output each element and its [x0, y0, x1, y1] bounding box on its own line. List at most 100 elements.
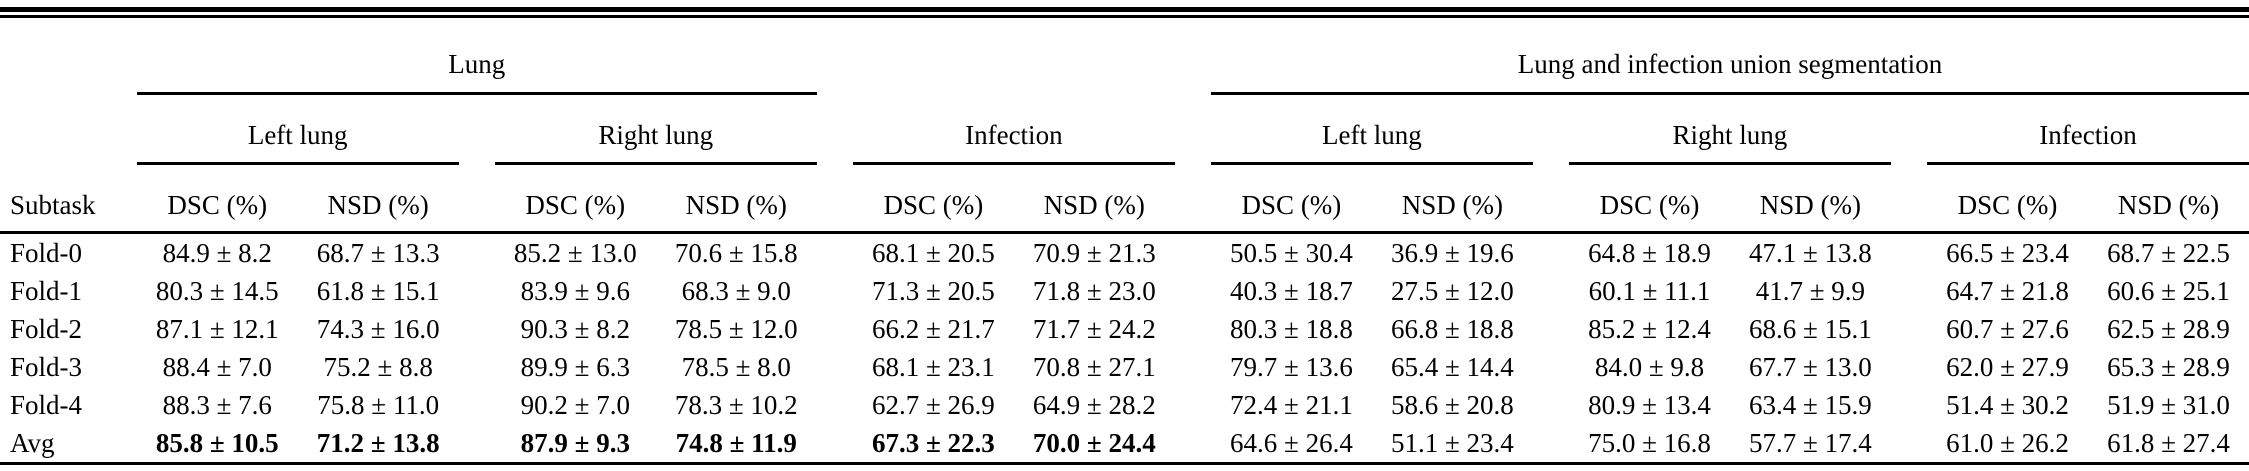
metric-value-cell: 67.3 ± 22.3: [871, 427, 995, 458]
subgroup-right-lung-2: Right lung: [1569, 93, 1891, 165]
cell-gap: [1533, 386, 1569, 424]
metric-value-cell: 62.5 ± 28.9: [2107, 313, 2230, 344]
metric-value-cell: 66.8 ± 18.8: [1390, 313, 1514, 344]
metric-header-nsd-6: NSD (%): [2087, 163, 2249, 234]
cell-gap: [1175, 348, 1211, 386]
cell-gap: [1533, 348, 1569, 386]
cell-gap: [123, 348, 137, 386]
group-header-row: Lung Lung and infection union segmentati…: [0, 18, 2249, 95]
table-row: Fold-3 88.4 ± 7.0 75.2 ± 8.8 89.9 ± 6.3 78.5…: [0, 348, 2249, 386]
metric-value-cell: 75.0 ± 16.8: [1588, 427, 1711, 458]
metric-value-cell: 70.0 ± 24.4: [1032, 427, 1156, 458]
metric-value-cell: 51.9 ± 31.0: [2107, 389, 2230, 420]
group-gap: [1175, 18, 1211, 94]
metric-gap: [122, 163, 137, 234]
subgroup-gap: [1533, 94, 1569, 164]
results-table: Lung Lung and infection union segmentati…: [0, 18, 2249, 462]
metric-value-cell: 87.1 ± 12.1: [155, 313, 279, 344]
metric-value-cell: 63.4 ± 15.9: [1748, 389, 1872, 420]
metric-header-row: Subtask DSC (%) NSD (%) DSC (%) NSD (%) …: [0, 163, 2249, 234]
cell-gap: [123, 233, 137, 273]
metric-value-cell: 75.8 ± 11.0: [317, 389, 440, 420]
cell-gap: [1891, 233, 1927, 273]
row-label: Avg: [10, 427, 55, 458]
metric-gap: [816, 163, 853, 234]
metric-value-cell: 50.5 ± 30.4: [1230, 237, 1353, 268]
metric-header-dsc-1: DSC (%): [136, 163, 298, 234]
metric-header-dsc-2: DSC (%): [494, 163, 656, 234]
cell-gap: [123, 310, 137, 348]
metric-value-cell: 89.9 ± 6.3: [520, 351, 630, 382]
cell-gap: [1533, 272, 1569, 310]
metric-value-cell: 40.3 ± 18.7: [1230, 275, 1353, 306]
metric-value-cell: 58.6 ± 20.8: [1390, 389, 1514, 420]
group-header-union-segmentation: Lung and infection union segmentation: [1210, 18, 2249, 95]
metric-value-cell: 68.7 ± 22.5: [2107, 237, 2230, 268]
metric-value-cell: 68.7 ± 13.3: [316, 237, 440, 268]
cell-gap: [817, 424, 853, 462]
metric-value-cell: 68.6 ± 15.1: [1748, 313, 1872, 344]
cell-gap: [817, 348, 853, 386]
subgroup-left-lung-2: Left lung: [1210, 93, 1533, 165]
metric-value-cell: 51.1 ± 23.4: [1390, 427, 1514, 458]
metric-value-cell: 79.7 ± 13.6: [1230, 351, 1353, 382]
metric-value-cell: 41.7 ± 9.9: [1755, 275, 1866, 306]
metric-value-cell: 70.8 ± 27.1: [1032, 351, 1156, 382]
subgroup-infection-1: Infection: [852, 93, 1175, 165]
row-label: Fold-1: [10, 275, 83, 306]
metric-value-cell: 87.9 ± 9.3: [520, 427, 630, 458]
table-row: Fold-4 88.3 ± 7.6 75.8 ± 11.0 90.2 ± 7.0 78.…: [0, 386, 2249, 424]
metric-header-nsd-3: NSD (%): [1013, 163, 1175, 234]
metric-value-cell: 71.2 ± 13.8: [316, 427, 440, 458]
metric-header-dsc-4: DSC (%): [1210, 163, 1372, 234]
metric-value-cell: 27.5 ± 12.0: [1390, 275, 1514, 306]
table-row: Fold-0 84.9 ± 8.2 68.7 ± 13.3 85.2 ± 13.0 70…: [0, 233, 2249, 273]
metric-value-cell: 67.7 ± 13.0: [1748, 351, 1872, 382]
metric-value-cell: 65.4 ± 14.4: [1390, 351, 1514, 382]
group-header-spacer: [0, 18, 137, 94]
cell-gap: [817, 272, 853, 310]
metric-value-cell: 36.9 ± 19.6: [1390, 237, 1514, 268]
cell-gap: [459, 348, 495, 386]
cell-gap: [817, 233, 853, 273]
cell-gap: [123, 272, 137, 310]
cell-gap: [1891, 348, 1927, 386]
group-header-empty-infection: [853, 18, 1175, 94]
table-row: Fold-1 80.3 ± 14.5 61.8 ± 15.1 83.9 ± 9.6 68…: [0, 272, 2249, 310]
cell-gap: [817, 386, 853, 424]
metric-value-cell: 68.3 ± 9.0: [681, 275, 791, 306]
cell-gap: [1891, 386, 1927, 424]
row-label: Fold-0: [10, 237, 83, 268]
metric-value-cell: 47.1 ± 13.8: [1748, 237, 1872, 268]
metric-value-cell: 90.3 ± 8.2: [520, 313, 630, 344]
cell-gap: [1891, 310, 1927, 348]
metric-value-cell: 66.5 ± 23.4: [1946, 237, 2069, 268]
metric-value-cell: 64.7 ± 21.8: [1946, 275, 2069, 306]
subgroup-left-lung-1: Left lung: [136, 93, 459, 165]
metric-header-nsd-2: NSD (%): [655, 163, 817, 234]
metric-value-cell: 78.5 ± 12.0: [674, 313, 798, 344]
metric-value-cell: 61.8 ± 15.1: [316, 275, 440, 306]
subgroup-right-lung-1: Right lung: [494, 93, 817, 165]
table-body: Fold-0 84.9 ± 8.2 68.7 ± 13.3 85.2 ± 13.0 70…: [0, 233, 2249, 463]
cell-gap: [459, 233, 495, 273]
bottom-double-rule: [0, 462, 2249, 471]
cell-gap: [1533, 424, 1569, 462]
metric-value-cell: 70.6 ± 15.8: [674, 237, 798, 268]
metric-value-cell: 61.8 ± 27.4: [2107, 427, 2230, 458]
metric-value-cell: 70.9 ± 21.3: [1032, 237, 1156, 268]
metric-value-cell: 71.7 ± 24.2: [1032, 313, 1156, 344]
cell-gap: [123, 386, 137, 424]
metric-value-cell: 65.3 ± 28.9: [2107, 351, 2230, 382]
row-label: Fold-3: [10, 351, 83, 382]
metric-value-cell: 78.3 ± 10.2: [674, 389, 798, 420]
metric-value-cell: 75.2 ± 8.8: [323, 351, 433, 382]
metric-gap: [1174, 163, 1211, 234]
cell-gap: [459, 272, 495, 310]
metric-value-cell: 85.8 ± 10.5: [155, 427, 279, 458]
subgroup-infection-2: Infection: [1927, 93, 2249, 165]
metric-value-cell: 61.0 ± 26.2: [1946, 427, 2069, 458]
metric-value-cell: 85.2 ± 12.4: [1588, 313, 1711, 344]
cell-gap: [1891, 424, 1927, 462]
